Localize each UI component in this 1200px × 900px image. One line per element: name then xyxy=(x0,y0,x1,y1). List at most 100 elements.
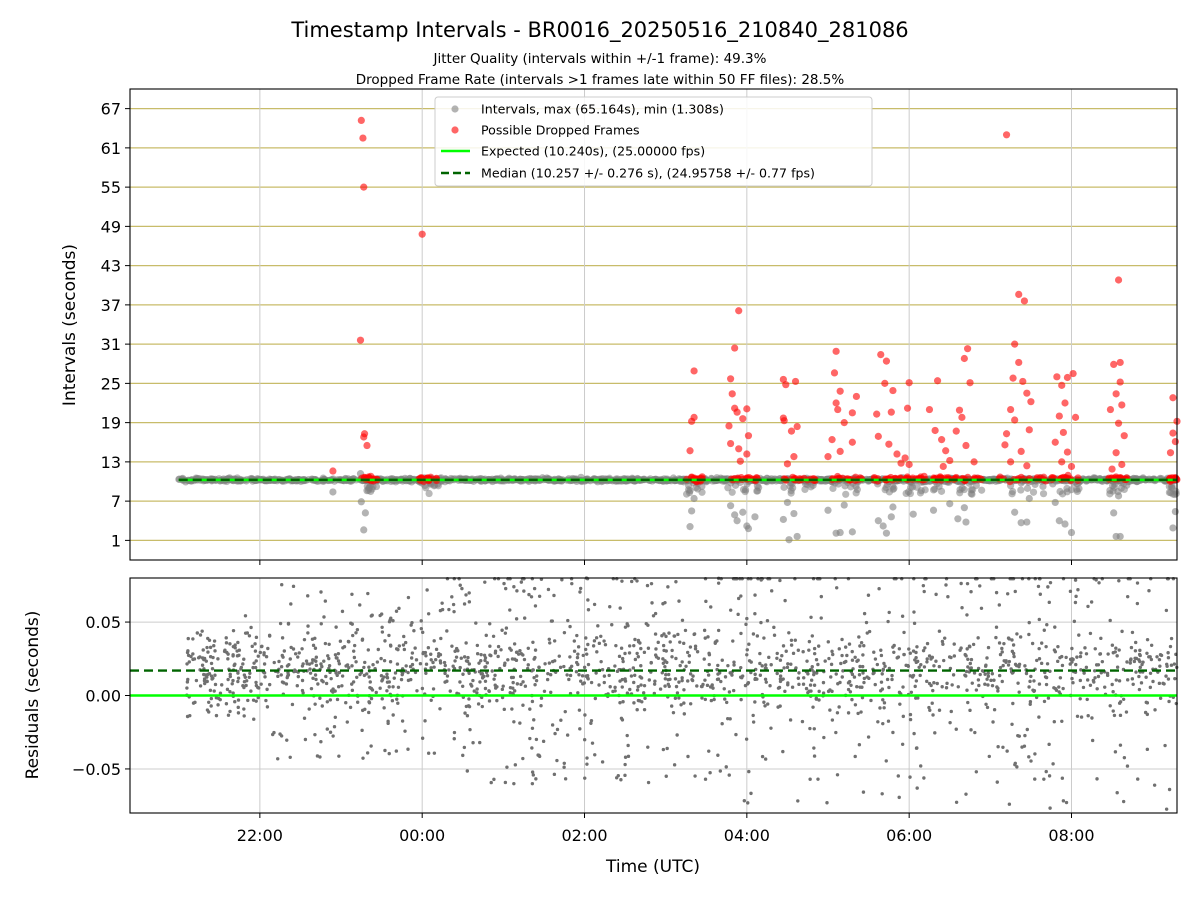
residual-point xyxy=(1017,734,1022,738)
residual-point xyxy=(635,651,639,656)
residual-point xyxy=(673,696,678,700)
residual-point xyxy=(533,648,538,652)
residual-point xyxy=(331,734,335,738)
top-y-tick-label: 49 xyxy=(101,217,121,236)
dropped-frame-point xyxy=(1001,441,1009,449)
top-y-tick-label: 1 xyxy=(111,531,121,550)
residual-point xyxy=(508,646,512,650)
residual-point xyxy=(969,589,973,594)
residual-point xyxy=(337,662,342,666)
residual-point xyxy=(392,676,396,680)
top-y-tick-label: 31 xyxy=(101,335,121,354)
residual-point xyxy=(314,677,318,682)
residual-point xyxy=(862,676,867,681)
residual-point xyxy=(1024,671,1029,676)
residual-point xyxy=(666,672,671,677)
residual-point xyxy=(479,652,483,657)
residual-point xyxy=(553,659,557,663)
dropped-frame-point xyxy=(727,439,735,448)
dropped-frame-point xyxy=(824,453,832,461)
residual-point xyxy=(966,700,970,705)
residual-point xyxy=(919,663,923,667)
residual-point xyxy=(1072,619,1077,624)
residual-point xyxy=(880,687,885,691)
residual-point xyxy=(1078,654,1083,659)
dropped-frame-point xyxy=(966,379,974,387)
interval-point xyxy=(887,513,895,521)
residual-point xyxy=(919,764,923,768)
residual-point xyxy=(1029,759,1033,763)
residual-point xyxy=(1000,646,1004,651)
residual-point xyxy=(319,622,323,626)
residual-point xyxy=(969,728,973,732)
residual-point xyxy=(314,663,319,668)
residual-point xyxy=(968,661,973,666)
residual-point xyxy=(810,634,815,638)
top-y-tick-label: 7 xyxy=(111,492,121,511)
residual-point xyxy=(254,635,259,640)
interval-point xyxy=(1106,490,1114,498)
residual-point xyxy=(712,697,716,702)
residual-point xyxy=(313,702,317,706)
residual-point xyxy=(880,672,884,676)
residual-point xyxy=(370,613,374,617)
residual-point xyxy=(596,624,600,628)
dropped-frame-point xyxy=(931,426,939,435)
residual-point xyxy=(663,684,667,688)
residual-point xyxy=(639,683,643,687)
residual-point xyxy=(886,619,890,624)
residual-point xyxy=(990,683,995,688)
dropped-frame-point xyxy=(733,408,741,416)
top-y-tick-label: 67 xyxy=(101,100,121,119)
residual-point xyxy=(934,592,938,597)
residual-point xyxy=(576,691,580,695)
residual-point xyxy=(575,655,580,660)
residual-point xyxy=(521,756,525,761)
dropped-frame-point xyxy=(925,405,934,414)
residual-point xyxy=(909,690,914,694)
residual-point xyxy=(1106,652,1110,656)
residual-point xyxy=(250,644,254,649)
interval-point xyxy=(363,487,371,495)
residual-point xyxy=(633,657,638,662)
residual-point xyxy=(781,749,785,754)
residual-point xyxy=(580,674,585,678)
residual-point xyxy=(890,677,894,682)
residual-point xyxy=(645,583,650,588)
residual-point xyxy=(511,680,515,685)
residual-point xyxy=(913,684,917,689)
residual-point xyxy=(1027,632,1031,637)
residual-point xyxy=(459,656,463,660)
dropped-frame-point xyxy=(725,422,733,430)
residual-point xyxy=(908,712,913,717)
dropped-frame-point xyxy=(933,377,942,385)
residual-point xyxy=(243,631,248,635)
residual-point xyxy=(367,675,371,679)
residual-point xyxy=(241,662,245,666)
residual-point xyxy=(828,708,832,712)
residual-point xyxy=(976,636,980,640)
residual-point xyxy=(1025,727,1030,732)
residual-point xyxy=(823,659,827,663)
top-y-tick-label: 55 xyxy=(101,178,121,197)
residual-point xyxy=(973,730,977,735)
residual-point xyxy=(653,611,658,616)
residual-point xyxy=(340,609,345,614)
residual-point xyxy=(726,663,730,668)
residual-point xyxy=(352,655,357,660)
residual-point xyxy=(236,711,241,715)
interval-point xyxy=(357,498,365,506)
residual-point xyxy=(861,653,865,657)
residual-point xyxy=(265,687,269,692)
dropped-frame-point xyxy=(1110,360,1118,369)
residual-point xyxy=(531,668,535,672)
interval-point xyxy=(929,506,938,514)
residual-point xyxy=(249,625,253,630)
residual-point xyxy=(186,677,190,682)
residual-point xyxy=(597,683,601,687)
residual-point xyxy=(1130,677,1135,681)
interval-point xyxy=(962,518,970,526)
residual-point xyxy=(537,594,542,598)
residual-point xyxy=(204,659,208,663)
residual-point xyxy=(236,679,240,684)
